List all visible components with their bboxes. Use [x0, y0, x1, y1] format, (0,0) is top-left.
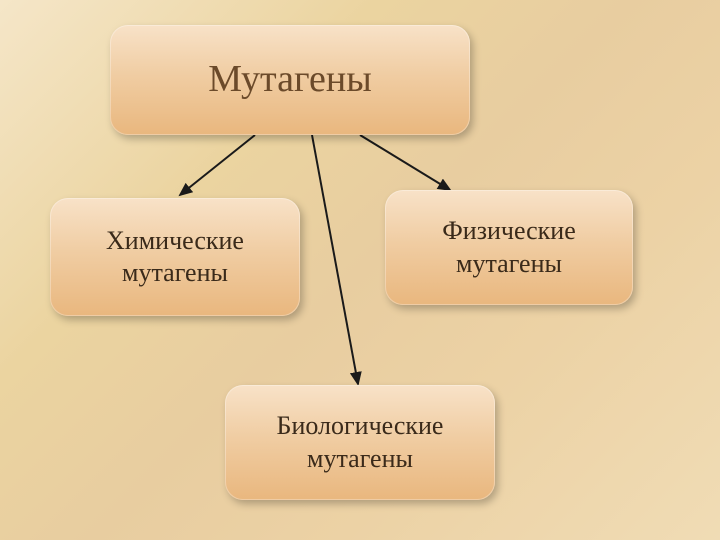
- diagram-canvas: Мутагены Химические мутагены Физические м…: [0, 0, 720, 540]
- child-label-chemical: Химические мутагены: [64, 225, 286, 290]
- child-label-physical: Физические мутагены: [399, 215, 619, 280]
- arrow-1: [312, 135, 358, 384]
- root-node: Мутагены: [110, 25, 470, 135]
- arrow-0: [180, 135, 255, 195]
- arrow-2: [360, 135, 450, 190]
- child-node-chemical: Химические мутагены: [50, 198, 300, 316]
- root-label: Мутагены: [208, 56, 372, 104]
- child-node-biological: Биологические мутагены: [225, 385, 495, 500]
- child-node-physical: Физические мутагены: [385, 190, 633, 305]
- child-label-biological: Биологические мутагены: [239, 410, 481, 475]
